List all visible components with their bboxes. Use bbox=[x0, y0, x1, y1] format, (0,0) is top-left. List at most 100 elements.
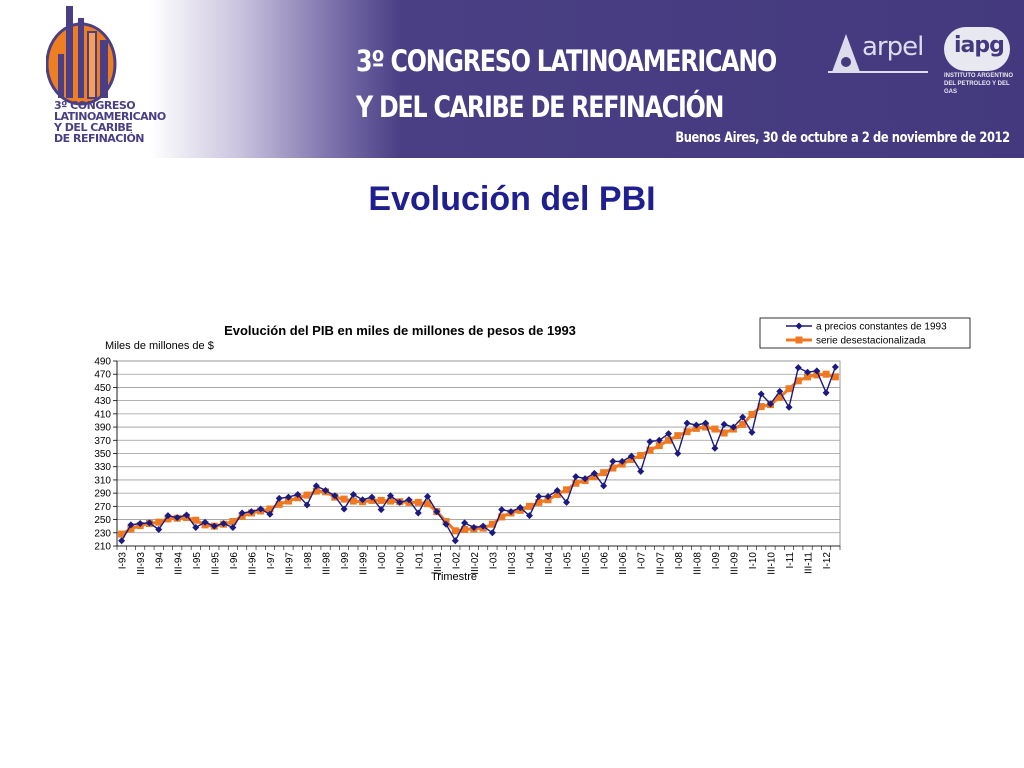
constant-prices-point bbox=[609, 457, 617, 465]
seasonally-adjusted-point bbox=[118, 530, 126, 538]
constant-prices-point bbox=[433, 508, 441, 516]
constant-prices-point bbox=[637, 467, 645, 475]
x-tick-label: I-01 bbox=[414, 552, 425, 570]
congress-title: 3º CONGRESO LATINOAMERICANO Y DEL CARIBE… bbox=[356, 38, 777, 130]
constant-prices-point bbox=[451, 537, 459, 545]
constant-prices-point bbox=[646, 438, 654, 446]
seasonally-adjusted-point bbox=[451, 527, 459, 535]
constant-prices-point bbox=[405, 496, 413, 504]
iapg-subtitle-line: INSTITUTO ARGENTINO bbox=[944, 73, 1013, 79]
seasonally-adjusted-point bbox=[127, 525, 135, 533]
constant-prices-point bbox=[275, 494, 283, 502]
constant-prices-point bbox=[266, 510, 274, 518]
seasonally-adjusted-point bbox=[155, 518, 163, 526]
constant-prices-point bbox=[247, 508, 255, 516]
logo-line: DE REFINACIÓN bbox=[54, 132, 145, 145]
constant-prices-point bbox=[665, 430, 673, 438]
constant-prices-point bbox=[794, 364, 802, 372]
seasonally-adjusted-point bbox=[303, 491, 311, 499]
constant-prices-point bbox=[210, 522, 218, 530]
constant-prices-point bbox=[516, 504, 524, 512]
seasonally-adjusted-point bbox=[748, 411, 756, 419]
y-tick-label: 450 bbox=[94, 383, 111, 394]
iapg-logo-text: iapg bbox=[954, 33, 1005, 58]
x-tick-label: I-10 bbox=[748, 552, 759, 570]
constant-prices-point bbox=[257, 505, 265, 513]
x-tick-label: III-01 bbox=[433, 552, 444, 575]
constant-prices-point bbox=[331, 492, 339, 500]
constant-prices-point bbox=[470, 524, 478, 531]
seasonally-adjusted-point bbox=[424, 500, 432, 508]
seasonally-adjusted-point bbox=[377, 496, 385, 504]
seasonally-adjusted-point bbox=[414, 498, 422, 506]
constant-prices-point bbox=[655, 436, 663, 444]
constant-prices-point bbox=[776, 387, 784, 395]
y-tick-label: 290 bbox=[94, 489, 111, 500]
x-tick-label: I-11 bbox=[785, 552, 796, 569]
seasonally-adjusted-point bbox=[794, 377, 802, 385]
constant-prices-point bbox=[229, 524, 237, 531]
x-tick-label: III-04 bbox=[544, 552, 555, 575]
y-tick-label: 330 bbox=[94, 462, 111, 473]
x-tick-label: III-02 bbox=[470, 552, 481, 575]
constant-prices-point bbox=[785, 403, 793, 411]
x-tick-label: I-04 bbox=[525, 552, 536, 570]
x-tick-label: I-95 bbox=[192, 552, 203, 570]
constant-prices-point bbox=[590, 469, 598, 477]
x-tick-label: I-09 bbox=[711, 552, 722, 570]
seasonally-adjusted-point bbox=[609, 464, 617, 472]
constant-prices-point bbox=[507, 508, 515, 516]
seasonally-adjusted-point bbox=[349, 497, 357, 505]
seasonally-adjusted-point bbox=[386, 497, 394, 505]
constant-prices-point bbox=[201, 518, 209, 526]
seasonally-adjusted-point bbox=[600, 469, 608, 477]
constant-prices-point bbox=[600, 482, 608, 490]
constant-prices-point bbox=[340, 505, 348, 513]
constant-prices-point bbox=[461, 519, 469, 527]
constant-prices-point bbox=[766, 400, 774, 408]
constant-prices-point bbox=[349, 490, 357, 498]
x-tick-label: I-97 bbox=[266, 552, 277, 570]
arpel-logo-text: arpel bbox=[862, 32, 924, 62]
constant-prices-point bbox=[488, 529, 496, 537]
constant-prices-point bbox=[312, 482, 320, 490]
x-tick-label: I-05 bbox=[563, 552, 574, 570]
constant-prices-point bbox=[822, 389, 830, 397]
constant-prices-point bbox=[804, 368, 812, 376]
x-tick-label: III-05 bbox=[581, 552, 592, 575]
legend-label-seasonal: serie desestacionalizada bbox=[816, 336, 926, 347]
seasonally-adjusted-point bbox=[665, 436, 673, 444]
seasonally-adjusted-point bbox=[804, 373, 812, 381]
constant-prices-point bbox=[183, 511, 191, 519]
seasonally-adjusted-point bbox=[831, 373, 839, 381]
y-tick-label: 230 bbox=[94, 528, 111, 539]
constant-prices-point bbox=[581, 475, 589, 483]
x-tick-label: III-09 bbox=[729, 552, 740, 575]
seasonally-adjusted-point bbox=[229, 518, 237, 526]
seasonally-adjusted-point bbox=[757, 403, 765, 411]
constant-prices-point bbox=[618, 457, 626, 465]
seasonally-adjusted-point bbox=[711, 425, 719, 433]
x-tick-label: I-93 bbox=[118, 552, 129, 570]
y-tick-label: 310 bbox=[94, 475, 111, 486]
seasonally-adjusted-point bbox=[683, 428, 691, 436]
constant-prices-point bbox=[683, 419, 691, 427]
constant-prices-point bbox=[553, 487, 561, 494]
constant-prices-point bbox=[831, 363, 839, 371]
constant-prices-point bbox=[220, 520, 228, 528]
seasonally-adjusted-point bbox=[674, 432, 682, 440]
constant-prices-point bbox=[498, 506, 506, 514]
chart-gridlines bbox=[116, 360, 841, 547]
x-tick-label: III-95 bbox=[210, 552, 221, 575]
constant-prices-point bbox=[127, 521, 135, 529]
seasonally-adjusted-point bbox=[525, 502, 533, 510]
seasonally-adjusted-point bbox=[284, 497, 292, 505]
series-constant-prices bbox=[118, 363, 839, 545]
constant-prices-point bbox=[155, 525, 163, 533]
x-tick-label: III-03 bbox=[507, 552, 518, 575]
x-tick-label: I-98 bbox=[303, 552, 314, 570]
seasonally-adjusted-point bbox=[637, 451, 645, 459]
seasonally-adjusted-point bbox=[702, 423, 710, 431]
constant-prices-point bbox=[368, 493, 376, 501]
y-tick-label: 490 bbox=[94, 357, 111, 368]
